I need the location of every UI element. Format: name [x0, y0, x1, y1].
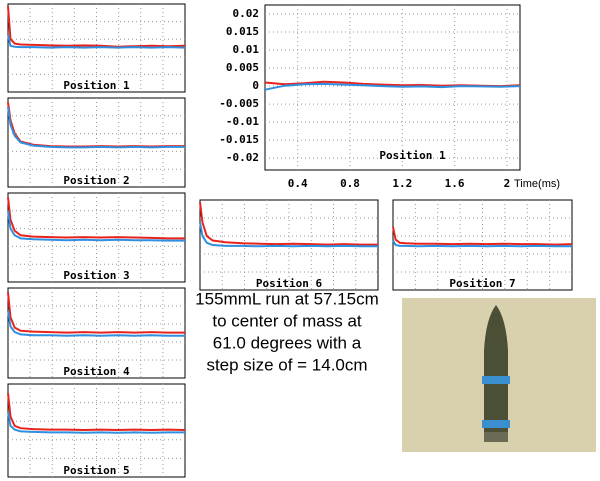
y-tick-label: 0.01	[233, 43, 260, 56]
x-tick-label: 1.2	[392, 177, 412, 190]
x-axis-label: Time(ms)	[514, 178, 560, 190]
series-line	[7, 292, 185, 334]
series-line	[7, 393, 186, 432]
shell-body	[484, 305, 508, 440]
chart-title: Position 5	[63, 464, 129, 477]
caption-line: 155mmL run at 57.15cm	[195, 289, 379, 308]
x-tick-label: 2	[504, 177, 511, 190]
series-line	[392, 239, 572, 248]
plot-area	[264, 4, 521, 171]
series-line	[7, 310, 185, 337]
chart-title: Position 6	[256, 277, 323, 290]
caption-line: to center of mass at	[212, 311, 362, 330]
y-tick-label: -0.02	[226, 151, 259, 164]
chart-title: Position 2	[63, 174, 129, 187]
series-line	[264, 82, 521, 91]
shell-band	[482, 420, 510, 428]
photo	[402, 298, 596, 452]
y-tick-label: -0.015	[219, 133, 259, 146]
series-line	[7, 210, 185, 242]
series-line	[7, 197, 185, 240]
y-tick-label: 0.02	[233, 7, 260, 20]
series-line	[199, 222, 378, 248]
shell-base	[484, 432, 508, 442]
chart-title: Position 3	[63, 269, 129, 282]
chart-title: Position 1	[379, 149, 446, 162]
series-line	[392, 226, 573, 246]
chart-title: Position 1	[63, 79, 130, 92]
caption-line: 61.0 degrees with a	[213, 333, 362, 352]
caption-line: step size of = 14.0cm	[206, 355, 367, 374]
chart-title: Position 7	[449, 277, 515, 290]
y-tick-label: -0.005	[219, 97, 259, 110]
y-tick-label: -0.01	[226, 115, 259, 128]
y-tick-label: 0.015	[226, 25, 259, 38]
series-line	[7, 411, 185, 434]
series-line	[7, 106, 185, 149]
x-tick-label: 0.8	[340, 177, 360, 190]
series-line	[7, 34, 186, 49]
x-tick-label: 1.6	[445, 177, 465, 190]
shell-band	[482, 376, 510, 384]
y-tick-label: 0.005	[226, 61, 259, 74]
chart-title: Position 4	[63, 365, 130, 378]
y-tick-label: 0	[252, 79, 259, 92]
x-tick-label: 0.4	[288, 177, 308, 190]
series-line	[7, 6, 186, 48]
series-line	[199, 202, 378, 246]
